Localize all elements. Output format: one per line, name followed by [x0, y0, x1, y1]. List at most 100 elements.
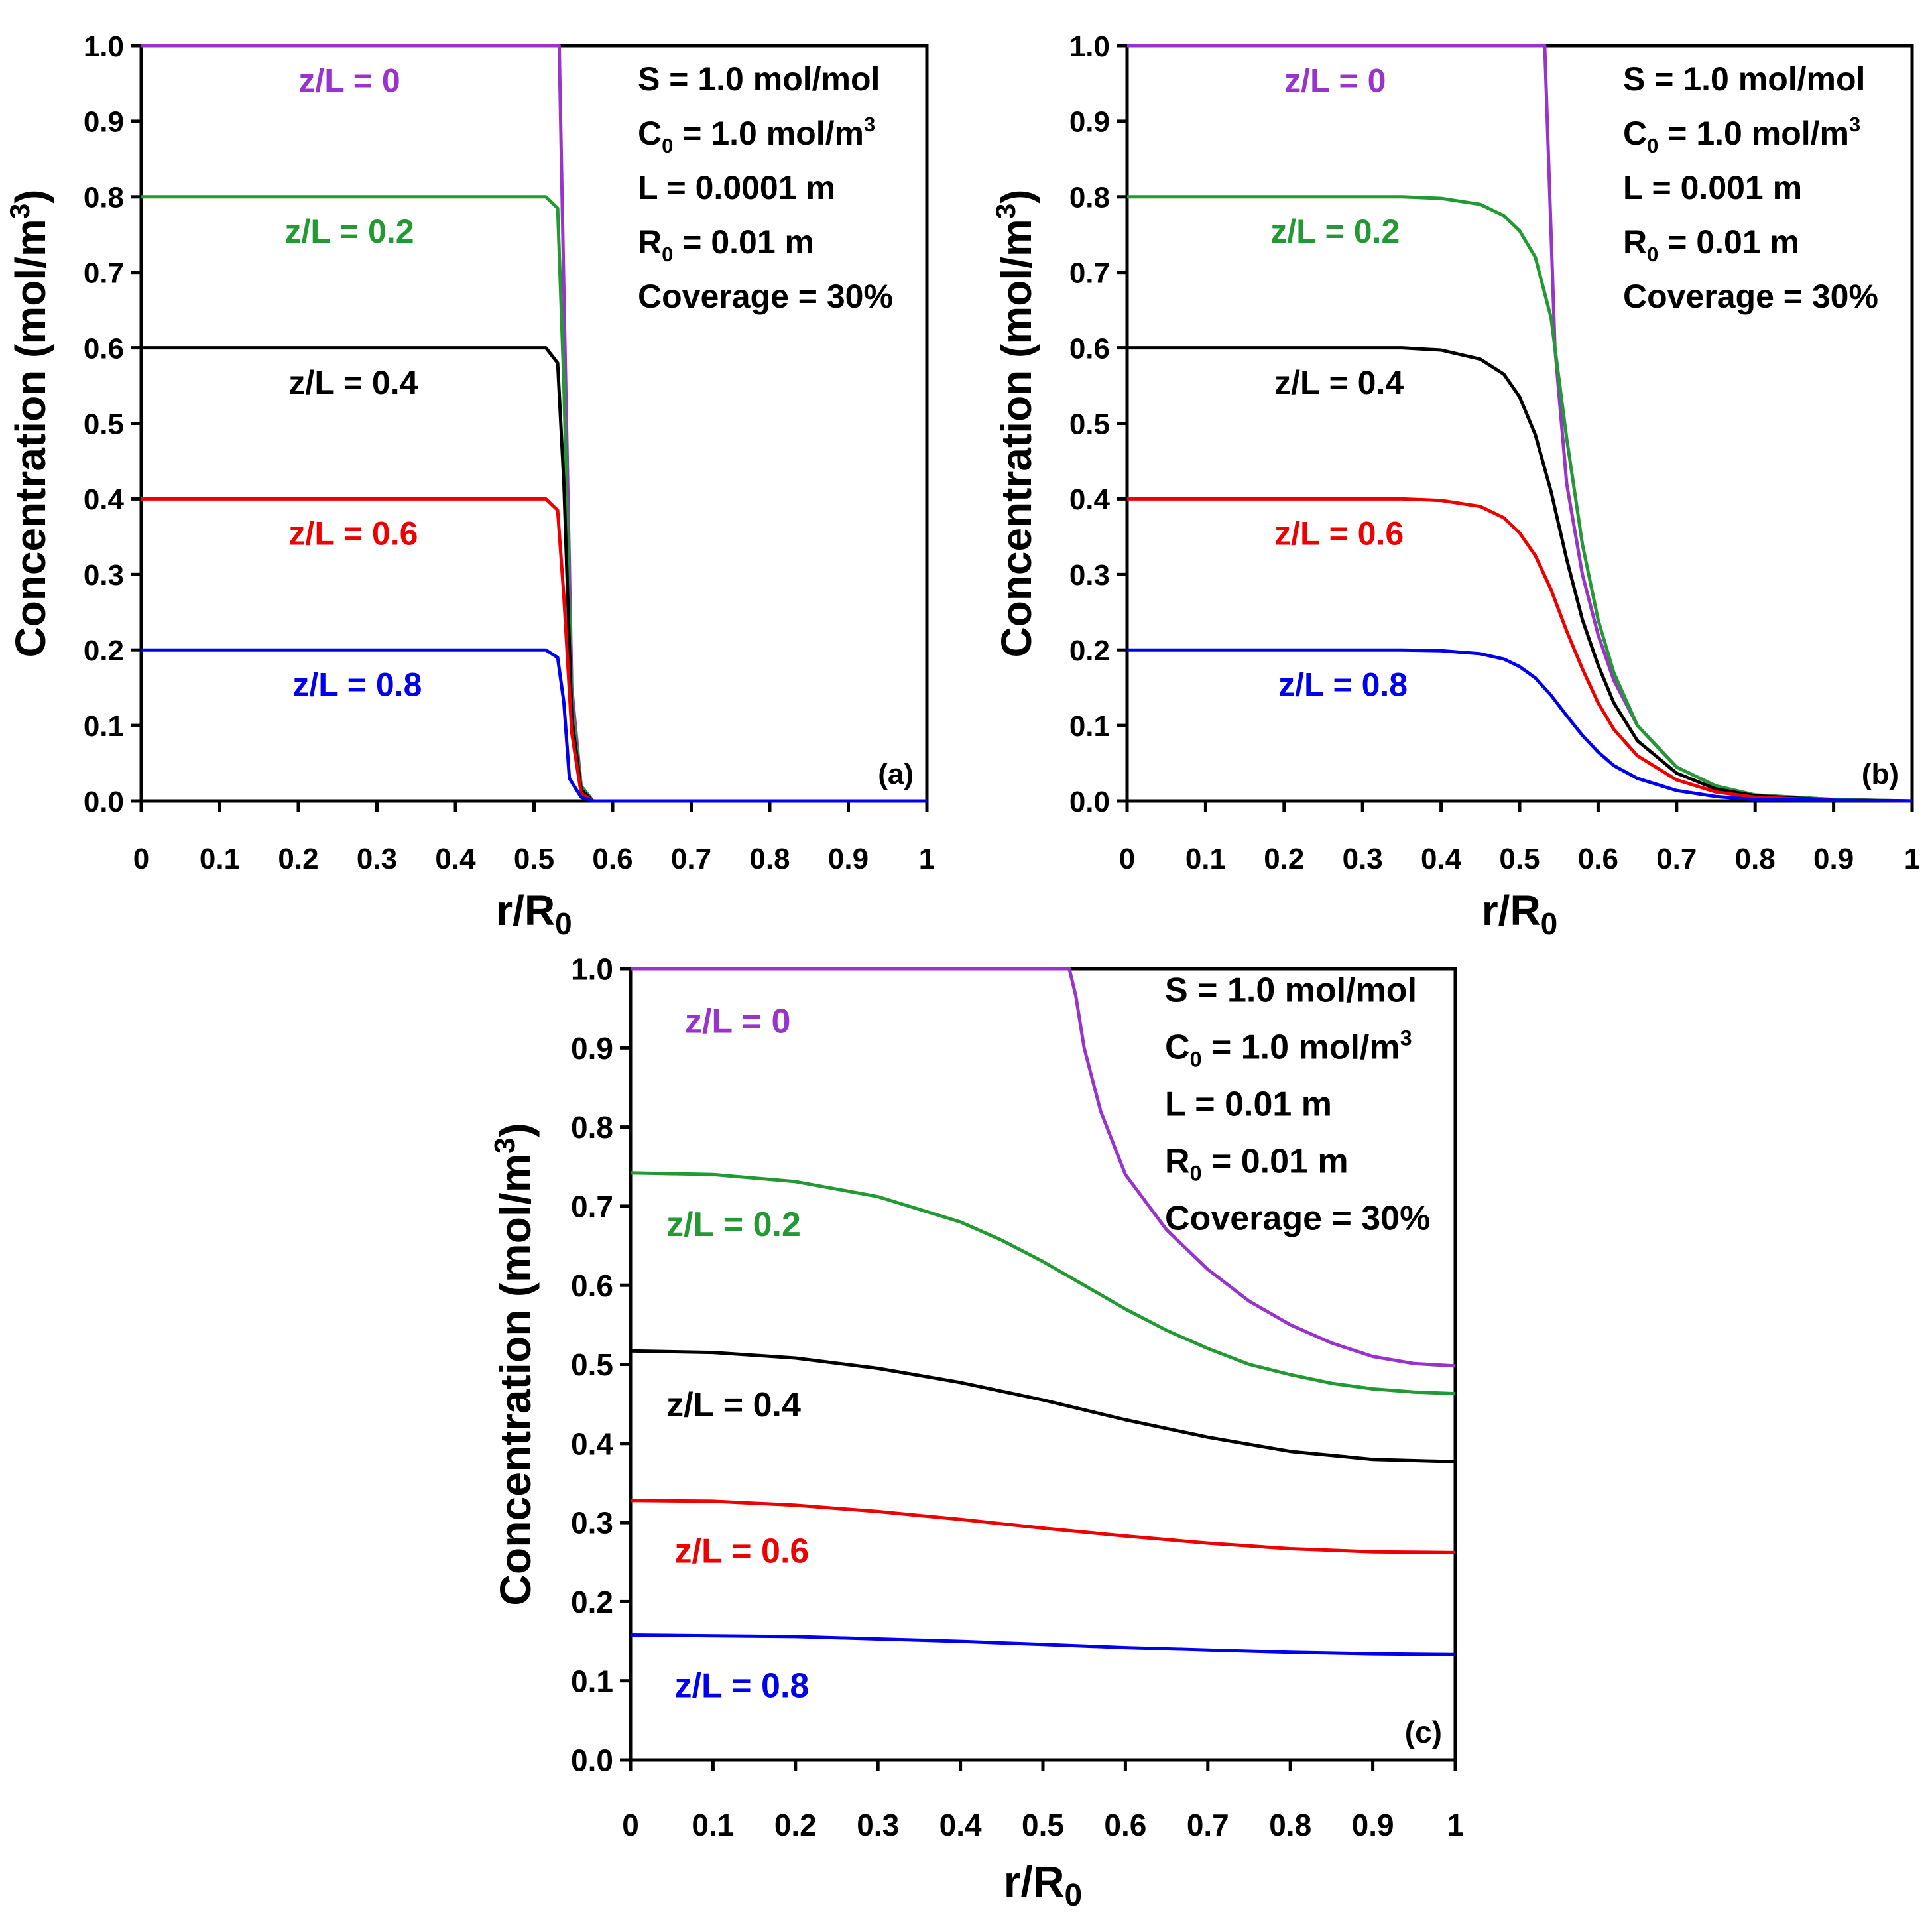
series-label: z/L = 0.8: [1278, 666, 1408, 703]
x-tick-label: 1: [1447, 1808, 1464, 1842]
x-axis-label: r/R0: [1004, 1857, 1082, 1913]
y-tick-label: 0.8: [571, 1110, 613, 1145]
x-tick-label: 0.6: [592, 843, 633, 875]
series-label: z/L = 0.6: [1274, 515, 1404, 552]
series-line: [631, 967, 1456, 1368]
series-label: z/L = 0.8: [675, 1666, 810, 1705]
x-tick-label: 0.4: [1421, 843, 1462, 875]
parameter-text: C0 = 1.0 mol/m3: [1623, 113, 1860, 157]
y-tick-label: 0.3: [1069, 559, 1110, 591]
y-tick-label: 0.1: [84, 710, 124, 743]
x-tick-label: 0.1: [692, 1808, 734, 1842]
panel-label: (c): [1405, 1715, 1442, 1749]
y-tick-label: 0.5: [84, 408, 124, 440]
y-tick-label: 0.6: [1069, 332, 1110, 365]
x-tick-label: 0: [133, 843, 149, 875]
chart-panel-b: 0.0 0.1 0.2 0.3 0.4 0.5 0.6 0.7 0.8 0.9 1.0 0 0.1 0.2…: [990, 31, 1920, 941]
y-tick-label: 0.4: [84, 483, 125, 516]
x-tick-label: 0.6: [1104, 1808, 1146, 1842]
x-tick-label: 0.3: [1343, 843, 1383, 875]
parameter-text: R0 = 0.01 m: [1623, 223, 1799, 266]
series-line: [1127, 497, 1913, 803]
series-label: z/L = 0.2: [666, 1206, 801, 1244]
x-tick-label: 0.5: [1022, 1808, 1064, 1842]
y-tick-label: 0.2: [1069, 635, 1110, 667]
x-tick-label: 1: [919, 843, 935, 875]
y-tick-label: 0.9: [1069, 106, 1110, 139]
y-tick-label: 0.8: [1069, 182, 1110, 214]
y-tick-label: 0.4: [571, 1426, 613, 1461]
parameter-text: L = 0.01 m: [1165, 1086, 1332, 1124]
x-tick-label: 0.3: [357, 843, 397, 875]
parameter-text: L = 0.0001 m: [638, 169, 835, 206]
y-tick-label: 0.7: [84, 257, 124, 290]
series-label: z/L = 0.8: [292, 666, 422, 703]
panel-label: (b): [1862, 758, 1899, 790]
x-tick-label: 0.2: [278, 843, 318, 875]
parameter-text: S = 1.0 mol/mol: [638, 60, 880, 97]
x-tick-label: 0.1: [200, 843, 240, 875]
x-axis-label: r/R0: [496, 887, 572, 941]
series-label: z/L = 0.4: [288, 364, 418, 401]
chart-panel-a: 0.0 0.1 0.2 0.3 0.4 0.5 0.6 0.7 0.8 0.9 1.0 0 0.1 0.2…: [4, 31, 935, 941]
x-tick-label: 0.4: [939, 1808, 982, 1842]
x-tick-label: 0.7: [1187, 1808, 1229, 1842]
y-tick-label: 0.1: [571, 1664, 613, 1698]
x-tick-label: 0.6: [1578, 843, 1618, 875]
x-tick-label: 0.5: [1499, 843, 1540, 875]
x-tick-label: 1: [1904, 843, 1920, 875]
y-tick-label: 0.7: [1069, 257, 1110, 290]
y-tick-label: 0.7: [571, 1189, 613, 1223]
parameter-text: Coverage = 30%: [638, 278, 893, 315]
y-tick-label: 0.8: [84, 182, 124, 214]
x-tick-label: 0.9: [1813, 843, 1854, 875]
x-tick-label: 0.1: [1185, 843, 1226, 875]
series-label: z/L = 0.2: [285, 213, 414, 250]
x-tick-label: 0: [1119, 843, 1135, 875]
series-line: [630, 1633, 1456, 1656]
x-tick-label: 0.9: [828, 843, 869, 875]
parameter-text: Coverage = 30%: [1165, 1200, 1430, 1238]
series-line: [1127, 346, 1913, 803]
y-tick-label: 0.0: [1069, 786, 1110, 818]
series-line: [630, 1349, 1456, 1463]
series-label: z/L = 0: [298, 62, 400, 99]
y-tick-label: 0.6: [84, 332, 124, 365]
parameter-text: C0 = 1.0 mol/m3: [1165, 1027, 1412, 1072]
x-tick-label: 0.4: [435, 843, 476, 875]
parameter-text: Coverage = 30%: [1623, 278, 1878, 315]
panel-label: (a): [878, 758, 914, 790]
x-tick-label: 0.3: [857, 1808, 899, 1842]
parameter-text: R0 = 0.01 m: [638, 223, 814, 266]
plot-frame: [1125, 44, 1914, 803]
parameter-text: R0 = 0.01 m: [1165, 1143, 1349, 1186]
series-line: [630, 1499, 1456, 1554]
y-tick-label: 0.2: [571, 1585, 613, 1619]
x-tick-label: 0.7: [671, 843, 711, 875]
series-label: z/L = 0.4: [666, 1386, 801, 1424]
x-axis-label: r/R0: [1482, 887, 1558, 941]
y-tick-label: 0.3: [571, 1506, 613, 1540]
y-tick-label: 0.3: [84, 559, 124, 591]
series-line: [141, 346, 927, 803]
series-line: [1127, 195, 1913, 803]
y-tick-label: 0.1: [1069, 710, 1110, 743]
x-tick-label: 0.8: [1269, 1808, 1311, 1842]
series-label: z/L = 0.6: [288, 515, 418, 552]
series-label: z/L = 0.2: [1270, 213, 1400, 250]
y-tick-label: 0.2: [84, 635, 124, 667]
x-tick-label: 0.2: [1264, 843, 1304, 875]
y-axis-label: Concentration (mol/m3): [4, 189, 54, 657]
series-label: z/L = 0: [685, 1002, 790, 1040]
series-line: [1127, 648, 1913, 803]
y-tick-label: 1.0: [84, 31, 124, 63]
series-line: [1127, 44, 1913, 803]
y-tick-label: 0.6: [571, 1269, 613, 1303]
x-tick-label: 0.8: [749, 843, 790, 875]
parameter-text: S = 1.0 mol/mol: [1623, 60, 1865, 97]
y-tick-label: 0.5: [1069, 408, 1110, 440]
x-tick-label: 0.2: [774, 1808, 817, 1842]
parameter-text: L = 0.001 m: [1623, 169, 1802, 206]
y-tick-label: 1.0: [1069, 31, 1110, 63]
